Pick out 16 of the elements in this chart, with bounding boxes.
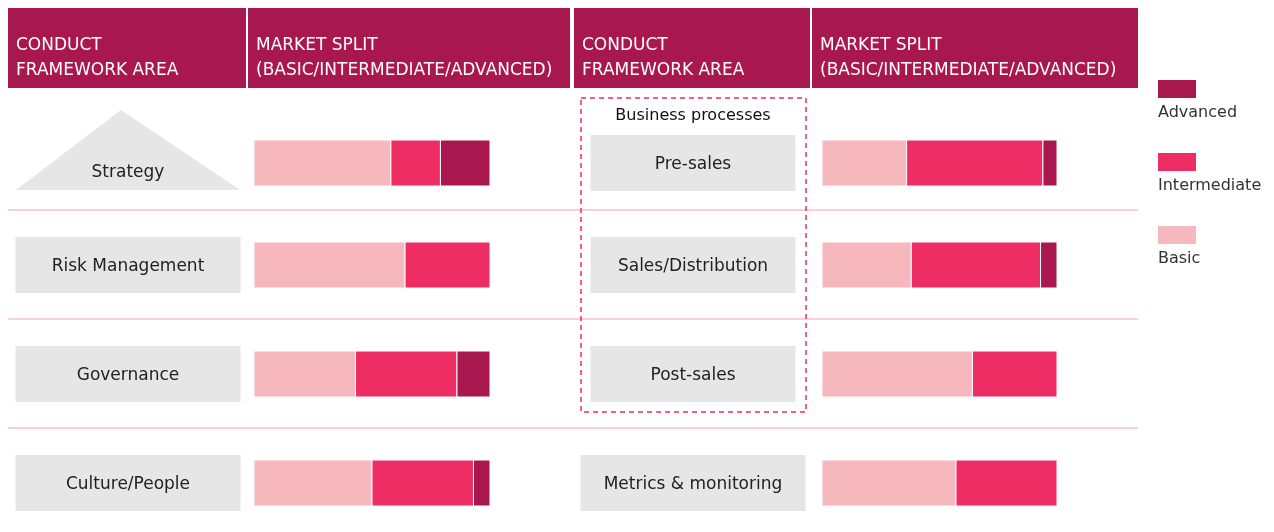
- y-tick-label: Governance: [76, 364, 180, 384]
- y-tick-label: Post-sales: [650, 364, 736, 384]
- y-axis-title: CONDUCT FRAMEWORK AREA: [16, 34, 179, 79]
- y-tick-label: Pre-sales: [654, 153, 732, 173]
- y-tick-label: Strategy: [91, 161, 165, 181]
- x-axis-title: MARKET SPLIT (BASIC/INTERMEDIATE/ADVANCED): [256, 34, 553, 79]
- y-tick-label: Metrics & monitoring: [603, 473, 783, 493]
- y-axis-title: CONDUCT FRAMEWORK AREA: [582, 34, 745, 79]
- legend-label: Advanced: [1158, 102, 1238, 121]
- y-tick-label: Sales/Distribution: [617, 255, 769, 275]
- x-axis-title: MARKET SPLIT (BASIC/INTERMEDIATE/ADVANCED): [820, 34, 1117, 79]
- y-tick-label: Risk Management: [51, 255, 205, 275]
- y-tick-label: Culture/People: [65, 473, 191, 493]
- legend-label: Basic: [1158, 248, 1201, 267]
- legend-label: Intermediate: [1158, 175, 1262, 194]
- text: Business processes: [615, 105, 771, 124]
